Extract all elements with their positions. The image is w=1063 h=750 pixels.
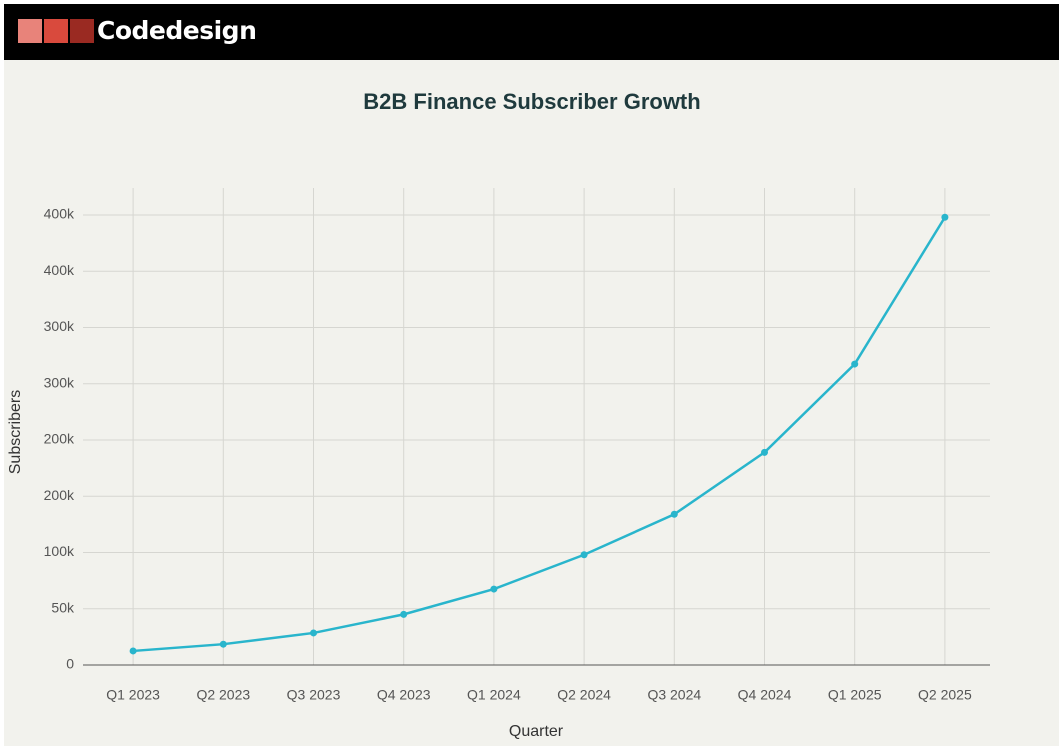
y-tick-label: 300k	[44, 318, 75, 334]
y-tick-label: 400k	[44, 206, 75, 222]
x-tick-label: Q1 2025	[828, 687, 882, 703]
chart-title: B2B Finance Subscriber Growth	[363, 89, 700, 114]
logo-square	[70, 19, 94, 43]
y-tick-label: 200k	[44, 431, 75, 447]
point	[219, 640, 227, 648]
y-tick-label: 100k	[44, 543, 75, 559]
x-tick-label: Q4 2024	[738, 687, 792, 703]
point	[941, 213, 949, 221]
point	[670, 510, 678, 518]
x-tick-label: Q1 2023	[106, 687, 160, 703]
x-tick-label: Q3 2023	[287, 687, 341, 703]
point	[851, 360, 859, 368]
y-tick-label: 0	[66, 656, 74, 672]
frame: Codedesign	[4, 4, 1059, 746]
x-tick-label: Q4 2023	[377, 687, 431, 703]
x-tick-label: Q1 2024	[467, 687, 521, 703]
logo-text[interactable]: Codedesign	[97, 16, 257, 45]
point	[490, 585, 498, 593]
y-axis-title: Subscribers	[7, 390, 24, 474]
x-tick-label: Q2 2024	[557, 687, 611, 703]
logo-square	[18, 19, 42, 43]
y-tick-label: 50k	[51, 599, 75, 615]
point	[129, 647, 137, 655]
point	[310, 629, 317, 637]
x-tick-label: Q2 2025	[918, 687, 972, 703]
x-tick-label: Q2 2023	[196, 687, 250, 703]
x-tick-label: Q3 2024	[647, 687, 701, 703]
point	[761, 448, 768, 456]
x-axis-title: Quarter	[509, 723, 564, 740]
point	[400, 610, 408, 618]
logo-square	[44, 19, 68, 43]
line	[133, 216, 946, 653]
y-tick-label: 200k	[44, 487, 75, 503]
point	[580, 551, 588, 559]
y-tick-label: 400k	[44, 262, 75, 278]
top-bar: Codedesign	[4, 4, 1059, 60]
y-tick-label: 300k	[44, 374, 75, 390]
